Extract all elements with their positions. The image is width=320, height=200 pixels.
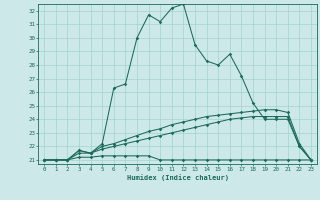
X-axis label: Humidex (Indice chaleur): Humidex (Indice chaleur) [127,174,228,181]
